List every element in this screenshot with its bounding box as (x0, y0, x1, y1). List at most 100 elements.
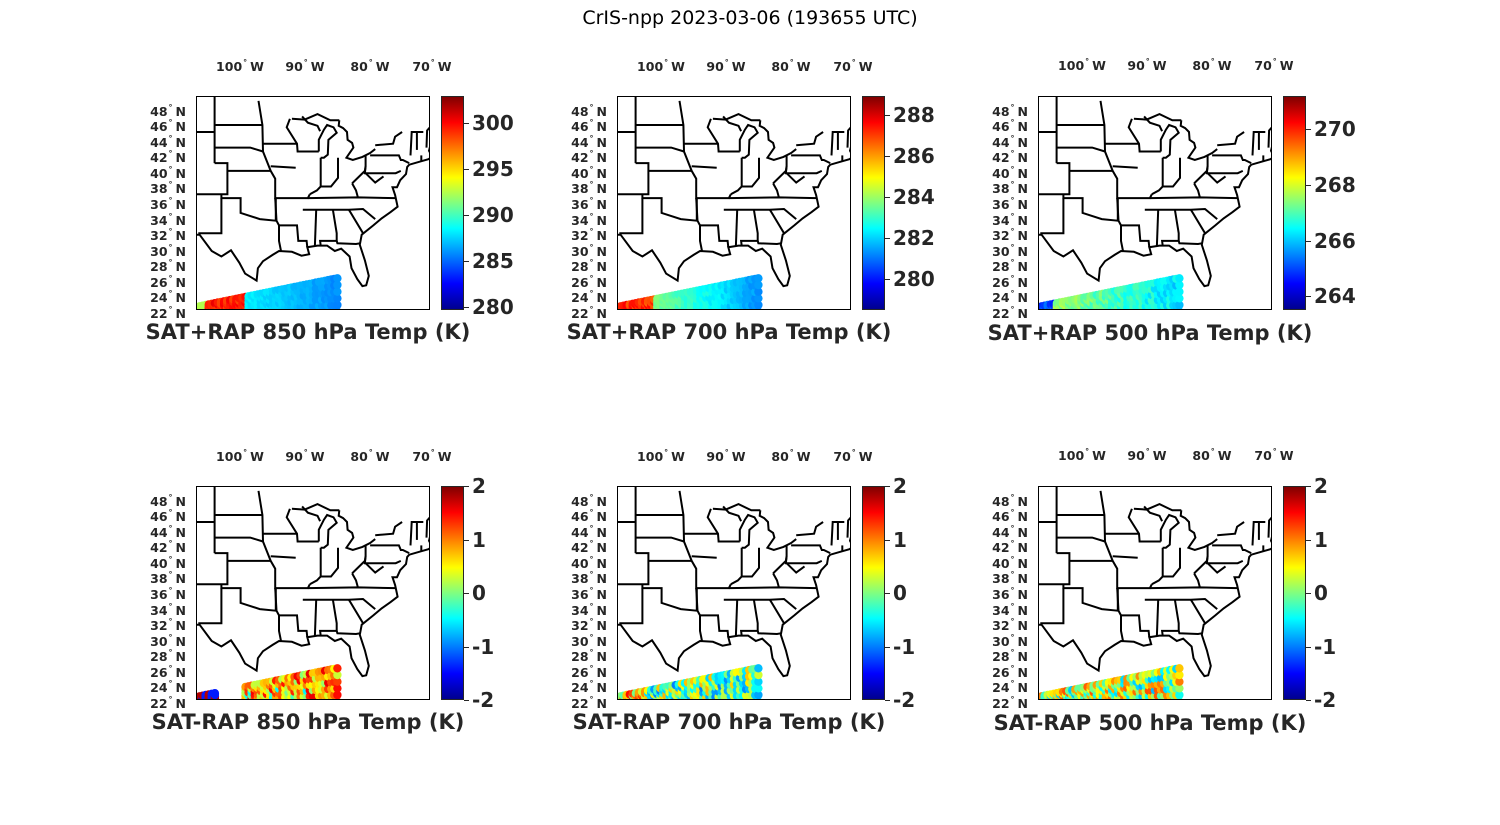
state-border (619, 198, 644, 235)
degree-symbol: ° (1010, 632, 1015, 642)
degree-symbol: ° (1010, 242, 1015, 252)
degree-symbol: ° (789, 448, 794, 457)
lat-value: 28 (571, 259, 589, 275)
state-border (1121, 614, 1151, 638)
longitude-tick-label: 90° W (696, 58, 756, 74)
lat-suffix: N (175, 493, 186, 509)
degree-symbol: ° (589, 617, 594, 627)
state-border (1062, 194, 1119, 222)
colorbar-tick-mark (885, 279, 890, 281)
degree-symbol: ° (168, 523, 173, 533)
colorbar-tick-label: 270 (1314, 117, 1356, 142)
map-plot (1039, 487, 1271, 699)
latitude-tick-label: 36° N (140, 194, 186, 211)
lat-suffix: N (596, 228, 607, 244)
lat-value: 22 (150, 305, 168, 321)
longitude-tick-label: 100° W (631, 58, 691, 74)
degree-symbol: ° (589, 118, 594, 128)
colorbar-tick-mark (464, 539, 469, 541)
lat-value: 42 (992, 540, 1010, 556)
degree-symbol: ° (589, 133, 594, 143)
latitude-tick-label: 42° N (982, 537, 1028, 554)
longitude-tick-label: 80° W (340, 448, 400, 464)
latitude-tick-label: 30° N (982, 241, 1028, 258)
lat-suffix: N (596, 602, 607, 618)
lat-value: 32 (150, 618, 168, 634)
state-border (351, 182, 359, 198)
lat-suffix: N (596, 540, 607, 556)
degree-symbol: ° (1010, 304, 1015, 314)
swath-observation-point (754, 684, 763, 693)
latitude-tick-label: 46° N (982, 506, 1028, 523)
lon-suffix: W (1152, 58, 1167, 73)
swath-observation-point (1175, 690, 1184, 699)
latitude-tick-label: 30° N (561, 631, 607, 648)
map-axes (1038, 486, 1272, 700)
lat-value: 26 (571, 664, 589, 680)
degree-symbol: ° (589, 648, 594, 658)
lat-value: 26 (150, 664, 168, 680)
lon-suffix: W (310, 59, 325, 74)
lat-value: 48 (150, 493, 168, 509)
lon-value: 90 (285, 449, 303, 464)
lat-suffix: N (1017, 103, 1028, 119)
longitude-tick-label: 80° W (761, 448, 821, 464)
lon-suffix: W (1279, 448, 1294, 463)
state-border (1112, 165, 1138, 169)
state-border (197, 162, 229, 196)
degree-symbol: ° (168, 694, 173, 704)
lon-suffix: W (796, 59, 811, 74)
lon-suffix: W (796, 449, 811, 464)
state-border (1179, 510, 1218, 552)
lat-value: 40 (150, 555, 168, 571)
colorbar-tick-mark (885, 646, 890, 648)
colorbar (1283, 486, 1306, 700)
latitude-tick-label: 32° N (561, 225, 607, 242)
latitude-tick-label: 24° N (561, 287, 607, 304)
latitude-tick-label: 38° N (561, 178, 607, 195)
colorbar-tick-label: -2 (472, 688, 495, 712)
colorbar-tick-mark (464, 261, 469, 263)
degree-symbol: ° (1085, 447, 1090, 456)
state-border (730, 547, 743, 586)
state-border (1062, 584, 1119, 612)
colorbar-tick-label: 295 (472, 156, 514, 181)
state-border (730, 157, 743, 196)
latitude-tick-label: 46° N (561, 506, 607, 523)
lon-suffix: W (671, 449, 685, 464)
state-border (307, 586, 396, 590)
latitude-tick-label: 34° N (982, 600, 1028, 617)
state-border (291, 113, 340, 122)
lat-suffix: N (596, 571, 607, 587)
lat-value: 34 (571, 212, 589, 228)
map-axes (617, 486, 851, 700)
state-border (1039, 552, 1071, 586)
state-border (309, 547, 322, 586)
state-border (678, 490, 732, 590)
latitude-tick-label: 46° N (982, 116, 1028, 133)
lat-value: 26 (150, 274, 168, 290)
lat-suffix: N (596, 290, 607, 306)
lon-suffix: W (1217, 448, 1232, 463)
lon-value: 100 (637, 449, 664, 464)
lon-value: 80 (771, 59, 789, 74)
latitude-tick-label: 24° N (982, 287, 1028, 304)
colorbar (441, 486, 464, 700)
colorbar-tick-label: -1 (893, 634, 916, 659)
state-border (1179, 120, 1218, 162)
colorbar-tick-label: 300 (472, 110, 514, 135)
lat-suffix: N (175, 274, 186, 290)
longitude-tick-label: 100° W (631, 448, 691, 464)
state-border (791, 544, 831, 554)
degree-symbol: ° (589, 180, 594, 190)
state-border (348, 599, 364, 624)
state-border (830, 131, 845, 156)
lat-suffix: N (596, 524, 607, 540)
lat-suffix: N (1017, 134, 1028, 150)
state-border (1133, 113, 1182, 122)
lat-suffix: N (1017, 664, 1028, 680)
lon-suffix: W (250, 59, 264, 74)
lat-value: 36 (571, 587, 589, 603)
state-border (1127, 508, 1161, 543)
lat-suffix: N (1017, 274, 1028, 290)
